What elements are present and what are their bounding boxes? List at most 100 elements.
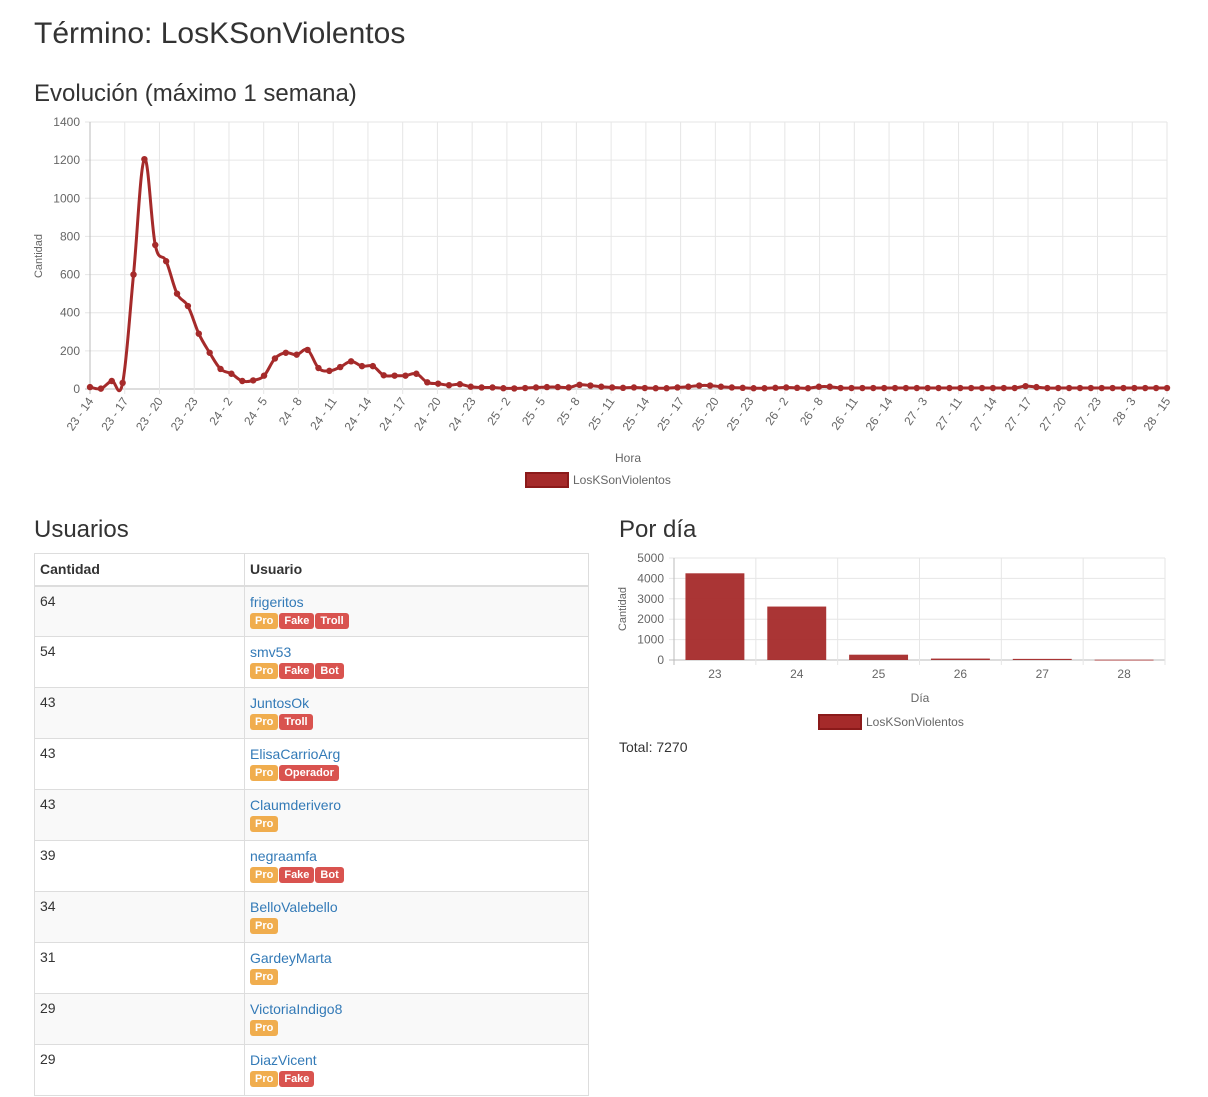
bar-day-26[interactable] [930, 658, 990, 660]
data-point[interactable] [587, 382, 594, 389]
data-point[interactable] [880, 384, 888, 392]
data-point[interactable] [543, 383, 551, 391]
data-point[interactable] [1033, 383, 1040, 391]
data-point[interactable] [870, 384, 877, 392]
data-point[interactable] [532, 384, 540, 391]
data-point[interactable] [717, 383, 725, 390]
data-point[interactable] [859, 384, 866, 392]
bar-day-25[interactable] [849, 654, 909, 660]
data-point[interactable] [293, 351, 300, 358]
data-point[interactable] [706, 382, 714, 389]
user-link[interactable]: VictoriaIndigo8 [250, 1001, 343, 1017]
user-link[interactable]: ElisaCarrioArg [250, 746, 341, 762]
data-point[interactable] [249, 377, 257, 384]
data-point[interactable] [978, 384, 986, 392]
data-point[interactable] [304, 346, 311, 354]
data-point[interactable] [141, 155, 148, 163]
data-point[interactable] [913, 384, 920, 392]
user-link[interactable]: JuntosOk [250, 695, 310, 711]
data-point[interactable] [598, 383, 605, 390]
data-point[interactable] [674, 384, 681, 391]
data-point[interactable] [804, 385, 812, 392]
user-link[interactable]: frigeritos [250, 593, 304, 610]
bar-day-23[interactable] [685, 573, 745, 660]
data-point[interactable] [282, 349, 290, 356]
data-point[interactable] [413, 370, 420, 377]
data-point[interactable] [456, 381, 464, 388]
data-point[interactable] [1065, 384, 1073, 392]
data-point[interactable] [728, 384, 736, 391]
data-point[interactable] [173, 290, 181, 297]
data-point[interactable] [837, 384, 844, 392]
data-point[interactable] [97, 385, 105, 392]
data-point[interactable] [946, 384, 953, 392]
data-point[interactable] [162, 258, 170, 265]
data-point[interactable] [347, 358, 355, 365]
line-chart-legend[interactable]: LosKSonViolentos [525, 472, 671, 488]
data-point[interactable] [576, 381, 583, 389]
data-point[interactable] [1163, 384, 1171, 392]
data-point[interactable] [696, 382, 703, 389]
bar-day-24[interactable] [767, 606, 827, 660]
data-point[interactable] [358, 362, 366, 370]
data-point[interactable] [608, 384, 616, 391]
data-point[interactable] [989, 384, 997, 392]
user-link[interactable]: smv53 [250, 644, 292, 660]
data-point[interactable] [184, 302, 192, 310]
data-point[interactable] [1087, 384, 1095, 392]
data-point[interactable] [565, 384, 572, 391]
data-point[interactable] [478, 384, 485, 391]
data-point[interactable] [119, 379, 126, 387]
data-point[interactable] [750, 385, 757, 392]
data-point[interactable] [326, 367, 333, 375]
data-point[interactable] [641, 384, 649, 392]
data-point[interactable] [793, 384, 801, 392]
data-point[interactable] [195, 330, 202, 337]
data-point[interactable] [924, 384, 931, 392]
data-point[interactable] [967, 384, 975, 392]
data-point[interactable] [130, 271, 137, 278]
data-point[interactable] [445, 381, 453, 389]
data-point[interactable] [815, 383, 823, 390]
data-point[interactable] [380, 372, 387, 379]
data-point[interactable] [521, 384, 529, 392]
bar-chart-legend[interactable]: LosKSonViolentos [818, 714, 964, 730]
bar-day-27[interactable] [1012, 658, 1072, 660]
data-point[interactable] [554, 383, 561, 391]
data-point[interactable] [434, 380, 442, 387]
data-point[interactable] [369, 362, 377, 370]
data-point[interactable] [902, 384, 910, 392]
data-point[interactable] [152, 241, 159, 249]
data-point[interactable] [619, 384, 627, 392]
data-point[interactable] [489, 384, 496, 391]
data-point[interactable] [1044, 384, 1051, 392]
user-link[interactable]: BelloValebello [250, 899, 338, 915]
user-link[interactable]: negraamfa [250, 848, 317, 864]
data-point[interactable] [826, 383, 833, 390]
data-point[interactable] [467, 383, 474, 390]
data-point[interactable] [630, 384, 638, 391]
data-point[interactable] [206, 349, 213, 356]
data-point[interactable] [1055, 384, 1062, 392]
data-point[interactable] [500, 385, 507, 392]
data-point[interactable] [217, 365, 224, 373]
bar-day-28[interactable] [1094, 659, 1154, 661]
data-point[interactable] [1120, 384, 1127, 392]
data-point[interactable] [424, 379, 431, 386]
data-point[interactable] [271, 355, 279, 362]
data-point[interactable] [1000, 384, 1008, 392]
data-point[interactable] [260, 372, 268, 379]
data-point[interactable] [1109, 384, 1116, 392]
data-point[interactable] [391, 372, 398, 379]
data-point[interactable] [1011, 384, 1018, 392]
data-point[interactable] [783, 384, 790, 391]
data-point[interactable] [739, 384, 746, 392]
data-point[interactable] [108, 377, 115, 385]
data-point[interactable] [772, 384, 779, 392]
user-link[interactable]: DiazVicent [250, 1052, 317, 1068]
data-point[interactable] [652, 385, 659, 392]
data-point[interactable] [86, 383, 94, 391]
data-point[interactable] [511, 385, 518, 392]
data-point[interactable] [315, 364, 322, 372]
data-point[interactable] [1131, 384, 1138, 392]
